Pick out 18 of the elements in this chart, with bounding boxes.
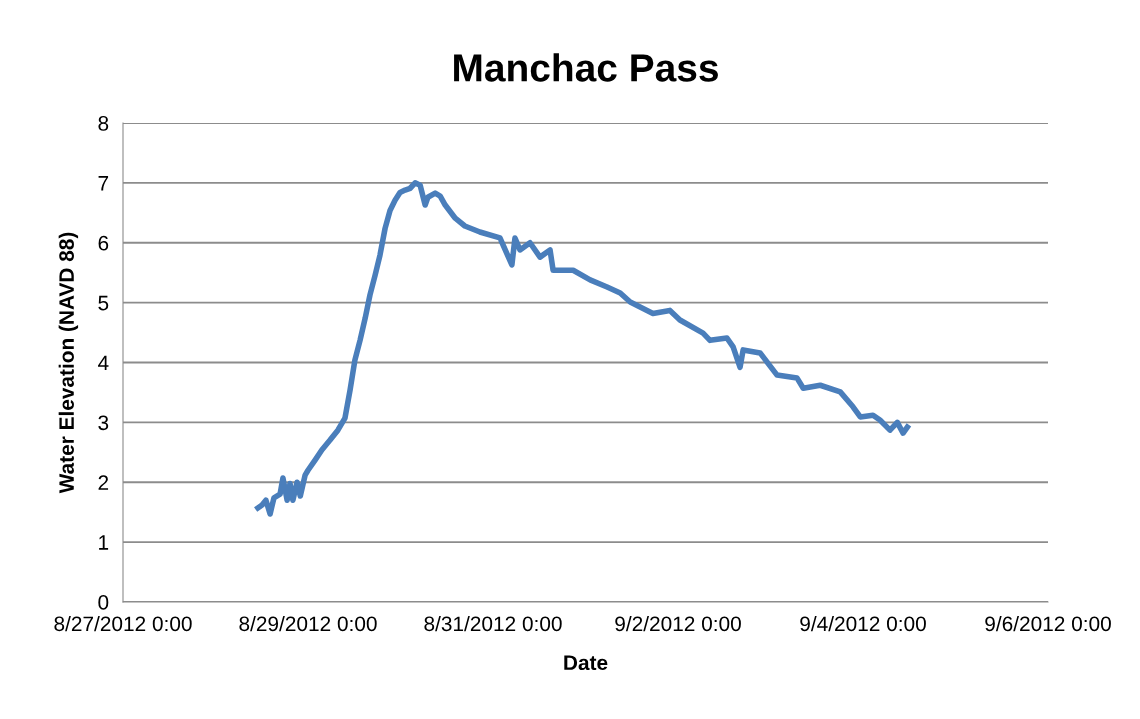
y-tick-label: 7 bbox=[98, 176, 109, 191]
chart-title: Manchac Pass bbox=[454, 53, 718, 82]
x-tick-label: 8/29/2012 0:00 bbox=[239, 615, 377, 632]
x-axis-title: Date bbox=[564, 655, 608, 671]
y-axis-title: Water Elevation (NAVD 88) bbox=[58, 232, 79, 494]
x-tick-label: 9/4/2012 0:00 bbox=[800, 615, 926, 632]
y-tick-label: 1 bbox=[99, 535, 109, 550]
y-tick-label: 5 bbox=[98, 295, 109, 311]
y-tick-label: 2 bbox=[98, 475, 109, 490]
x-tick-label: 9/2/2012 0:00 bbox=[615, 615, 741, 632]
y-tick-label: 0 bbox=[98, 595, 109, 610]
x-tick-label: 9/6/2012 0:00 bbox=[985, 615, 1111, 632]
y-tick-label: 3 bbox=[98, 415, 109, 431]
x-tick-label: 8/27/2012 0:00 bbox=[54, 615, 192, 632]
y-tick-label: 6 bbox=[98, 235, 109, 251]
y-tick-label: 8 bbox=[98, 116, 109, 131]
x-tick-label: 8/31/2012 0:00 bbox=[424, 615, 562, 632]
y-tick-label: 4 bbox=[98, 355, 109, 371]
